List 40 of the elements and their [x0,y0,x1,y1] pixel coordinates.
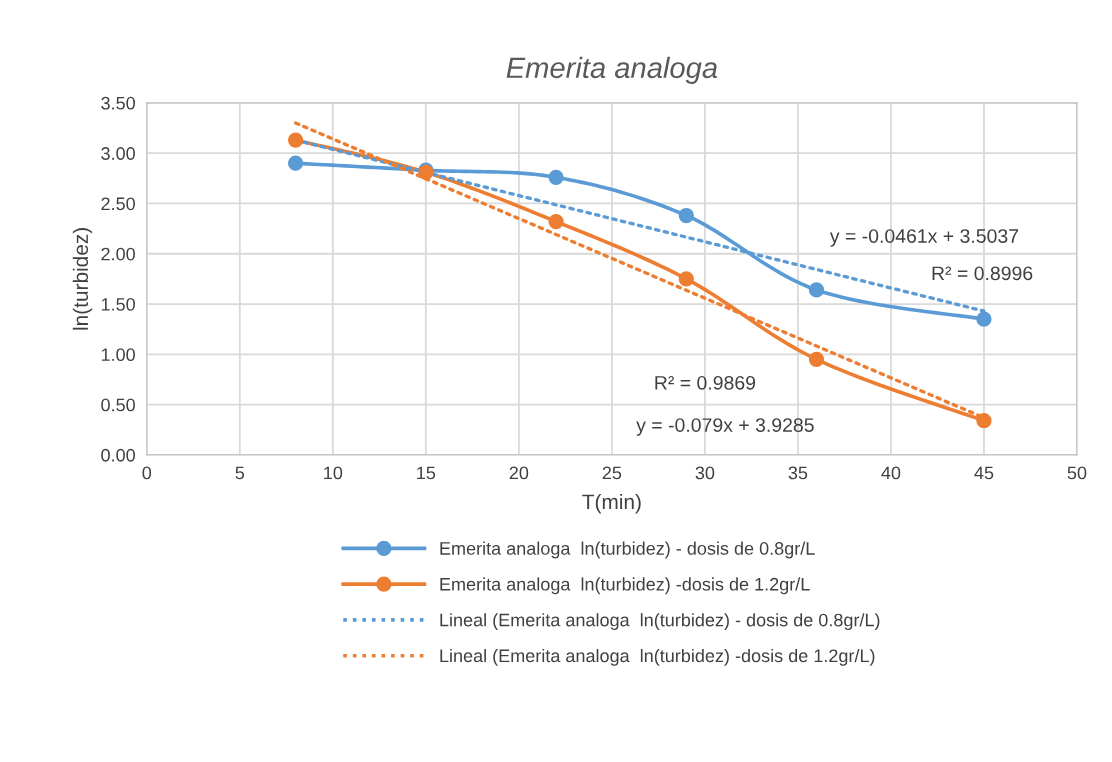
x-tick-label: 50 [1067,466,1087,480]
point [808,351,825,367]
y-axis-title: ln(turbidez) [72,228,93,330]
x-tick-label: 40 [881,466,901,480]
x-axis-title: T(min) [582,493,641,514]
legend-label: Emerita analoga ln(turbidez) -dosis de 1.2gr/L [440,577,810,595]
y-tick-label: 1.00 [101,348,135,362]
x-tick-label: 20 [509,466,529,480]
legend-label: Lineal (Emerita analoga ln(turbidez) - dosis de 0.8gr/L) [440,613,880,630]
x-tick-label: 35 [788,466,808,480]
annotation: y = -0.079x + 3.9285 [636,418,814,436]
y-tick-label: 1.50 [101,297,135,311]
point [976,311,992,327]
x-tick-label: 0 [142,466,152,480]
x-tick-label: 25 [602,466,622,480]
point [808,282,825,298]
annotation: R² = 0.8996 [932,266,1033,281]
legend-label: Emerita analoga ln(turbidez) - dosis de 0.8gr/L [440,541,815,559]
point [287,155,304,171]
x-tick-label: 15 [417,466,436,480]
y-tick-label: 2.00 [101,247,135,261]
point [678,271,694,287]
point [548,213,564,230]
annotation: R² = 0.9869 [655,375,756,390]
y-tick-label: 3.00 [101,147,135,160]
point [548,169,564,185]
chart-title: Emerita analoga [506,56,718,84]
x-tick-label: 5 [235,466,245,480]
point [287,132,304,148]
x-tick-label: 30 [695,466,715,480]
x-tick-label: 45 [974,466,994,480]
y-tick-label: 0.00 [101,448,135,462]
legend-label: Lineal (Emerita analoga ln(turbidez) -dosis de 1.2gr/L) [440,648,875,666]
annotation: y = -0.0461x + 3.5037 [829,229,1019,247]
y-tick-label: 2.50 [101,197,135,211]
y-tick-label: 3.50 [101,96,135,110]
point [976,413,992,429]
y-tick-label: 0.50 [101,398,135,412]
point [678,207,694,224]
x-tick-label: 10 [324,466,343,480]
